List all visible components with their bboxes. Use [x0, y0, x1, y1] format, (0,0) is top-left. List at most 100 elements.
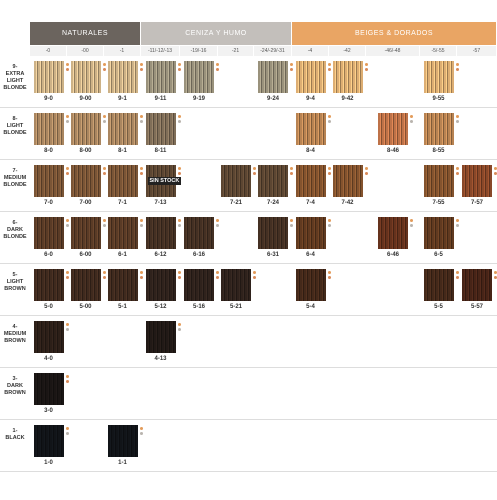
hair-swatch — [258, 61, 288, 93]
tone-dot — [216, 68, 219, 71]
row-divider — [0, 471, 497, 472]
shade-code: 5-5 — [434, 304, 443, 310]
tone-dot — [177, 167, 181, 170]
tone-dot — [327, 120, 331, 123]
tone-dot — [65, 63, 69, 66]
tone-dot — [139, 167, 143, 170]
tone-dot — [455, 219, 459, 222]
shade-code: 1-1 — [118, 460, 127, 466]
tone-dot — [177, 172, 181, 175]
shade-code: 7-13 — [154, 200, 167, 206]
shade-code: 7-21 — [229, 200, 242, 206]
row-label-line: 7- — [12, 168, 18, 174]
tone-dot — [455, 276, 459, 279]
hair-swatch — [33, 269, 64, 301]
shade-code: 9-4 — [306, 96, 315, 102]
tone-dot — [177, 68, 181, 71]
column-code: -4 — [292, 46, 329, 56]
tone-dot — [455, 115, 459, 118]
row-label-line: 9- — [12, 64, 18, 70]
tone-dot — [177, 120, 181, 123]
column-code: -11/-12/-13 — [141, 46, 180, 56]
row-divider — [0, 159, 497, 160]
shade-code: 7-42 — [341, 200, 354, 206]
column-code: -24/-29/-31 — [254, 46, 292, 56]
shade-code: 6-46 — [386, 252, 399, 258]
hair-swatch — [33, 113, 64, 145]
shade-code: 8-4 — [306, 148, 315, 154]
hair-swatch — [33, 217, 64, 249]
tone-dot — [216, 63, 219, 66]
shade-code: 7-0 — [44, 200, 53, 206]
tone-dot — [364, 63, 368, 66]
hair-swatch — [184, 217, 214, 249]
hair-swatch — [70, 269, 101, 301]
hair-swatch — [33, 61, 64, 93]
hair-swatch — [145, 113, 176, 145]
hair-swatch — [423, 165, 454, 197]
column-code: -46/-48 — [366, 46, 420, 56]
tone-dot — [65, 115, 69, 118]
shade-code: 9-24 — [266, 96, 279, 102]
tone-dot — [102, 120, 106, 123]
tone-dot — [327, 167, 331, 170]
group-header: BEIGES & DORADOS — [292, 22, 496, 45]
hair-swatch — [295, 113, 326, 145]
tone-dot — [65, 380, 69, 383]
shade-code: 5-21 — [229, 304, 242, 310]
row-label-line: 8- — [12, 116, 18, 122]
tone-dot — [410, 115, 413, 118]
row-label-line: LIGHT — [6, 78, 24, 84]
tone-dot — [364, 68, 368, 71]
shade-code: 6-12 — [154, 252, 167, 258]
tone-dot — [290, 63, 293, 66]
tone-dot — [65, 219, 69, 222]
row-divider — [0, 107, 497, 108]
group-header: NATURALES — [30, 22, 140, 45]
tone-dot — [253, 172, 256, 175]
tone-dot — [410, 120, 413, 123]
shade-code: 6-1 — [118, 252, 127, 258]
shade-code: 7-00 — [79, 200, 92, 206]
hair-swatch — [221, 165, 251, 197]
hair-swatch — [107, 269, 138, 301]
tone-dot — [494, 172, 497, 175]
shade-code: 6-31 — [266, 252, 279, 258]
tone-dot — [364, 172, 368, 175]
tone-dot — [455, 172, 459, 175]
shade-code: 9-00 — [79, 96, 92, 102]
group-header: CENIZA Y HUMO — [141, 22, 291, 45]
hair-swatch — [423, 61, 454, 93]
tone-dot — [102, 224, 106, 227]
tone-dot — [177, 276, 181, 279]
tone-dot — [327, 271, 331, 274]
shade-code: 6-0 — [44, 252, 53, 258]
hair-swatch — [378, 217, 408, 249]
hair-swatch — [145, 269, 176, 301]
shade-code: 5-00 — [79, 304, 92, 310]
hair-swatch — [70, 61, 101, 93]
hair-swatch — [70, 217, 101, 249]
tone-dot — [253, 271, 256, 274]
tone-dot — [494, 167, 497, 170]
hair-swatch — [145, 217, 176, 249]
tone-dot — [455, 68, 459, 71]
shade-code: 9-1 — [118, 96, 127, 102]
shade-code: 6-00 — [79, 252, 92, 258]
hair-swatch — [378, 113, 408, 145]
shade-code: 6-4 — [306, 252, 315, 258]
tone-dot — [290, 167, 293, 170]
row-label-line: BLONDE — [3, 85, 27, 91]
hair-swatch — [107, 61, 138, 93]
tone-dot — [494, 276, 497, 279]
row-label-line: BROWN — [4, 390, 26, 396]
column-code: -21 — [218, 46, 254, 56]
hair-swatch — [33, 165, 64, 197]
hair-swatch — [33, 321, 64, 353]
tone-dot — [364, 167, 368, 170]
tone-dot — [455, 271, 459, 274]
tone-dot — [65, 68, 69, 71]
tone-dot — [410, 219, 413, 222]
shade-code: 7-55 — [432, 200, 445, 206]
